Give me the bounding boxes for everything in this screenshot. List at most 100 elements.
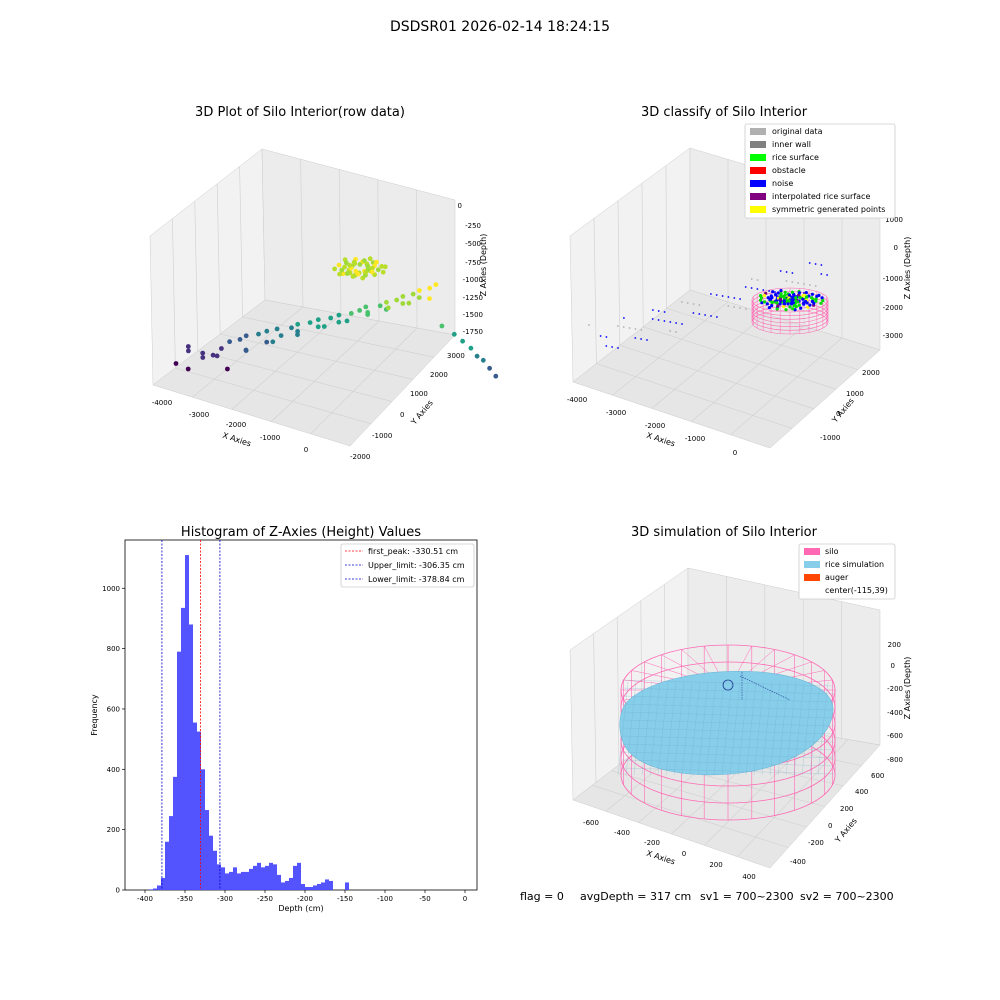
classify-point xyxy=(797,291,802,295)
sim-y-tick: 0 xyxy=(828,822,832,830)
grid-line xyxy=(666,308,859,370)
raw-point xyxy=(344,271,350,276)
histogram-bar xyxy=(217,864,221,890)
classify-point xyxy=(809,284,811,286)
classify-y-tick: -1000 xyxy=(820,434,840,442)
raw-point xyxy=(400,301,406,306)
legend-label: first_peak: -330.51 cm xyxy=(368,547,458,556)
classify-point xyxy=(779,292,783,296)
histogram-bar xyxy=(157,885,161,890)
footer-sv2: sv2 = 700~2300 xyxy=(800,890,894,903)
rice-mesh-line xyxy=(785,681,797,776)
classify-point xyxy=(784,308,788,312)
raw-point xyxy=(377,303,383,309)
raw-point xyxy=(344,318,350,324)
sim-y-ticks: -400 -200 0 200 400 600 xyxy=(790,772,884,866)
histogram-bar xyxy=(313,885,317,890)
raw-point xyxy=(321,324,327,329)
classify-point xyxy=(814,263,817,265)
classify-y-tick: 1000 xyxy=(846,390,864,398)
legend-label: silo xyxy=(825,547,839,556)
classify-x-label: X Axies xyxy=(645,431,676,449)
classify-z-label: Z Axies (Depth) xyxy=(903,237,912,300)
classify-point xyxy=(806,305,810,309)
raw-point xyxy=(427,296,432,301)
legend-swatch-auger xyxy=(804,574,820,581)
histogram-bar xyxy=(197,731,201,890)
footer-status: flag = 0 avgDepth = 317 cm sv1 = 700~230… xyxy=(520,890,894,903)
histogram-bar xyxy=(309,886,313,890)
histogram-bar xyxy=(257,862,261,890)
rice-mesh-line xyxy=(769,681,781,776)
raw-point xyxy=(384,299,389,305)
raw-point xyxy=(243,347,249,353)
classify-legend: original data inner wall rice surface ob… xyxy=(744,123,896,219)
classify-point xyxy=(785,280,788,282)
raw-point xyxy=(237,337,243,342)
classify-point xyxy=(759,296,764,300)
raw-point xyxy=(400,294,406,299)
rice-mesh-line xyxy=(745,681,757,776)
classify-point xyxy=(787,293,792,297)
raw-y-label: Y Axies xyxy=(409,398,435,427)
classify-point xyxy=(681,323,683,325)
rice-mesh-line xyxy=(625,681,637,776)
raw-point xyxy=(289,325,294,331)
rice-mesh-line xyxy=(621,751,835,759)
raw-point xyxy=(433,282,439,287)
histogram-bar xyxy=(213,850,217,890)
sim-z-tick: 0 xyxy=(891,662,895,670)
raw-point xyxy=(336,312,342,318)
classify-x-ticks: -4000 -3000 -2000 -1000 0 xyxy=(567,396,737,457)
classify-point xyxy=(605,336,608,338)
rice-mesh-line xyxy=(761,681,773,776)
raw-point xyxy=(332,266,337,272)
classify-y-ticks: -1000 0 1000 2000 xyxy=(820,369,880,442)
sim-y-tick: 200 xyxy=(840,805,853,813)
y-tick-label: 600 xyxy=(107,705,120,713)
grid-line xyxy=(593,218,597,364)
grid-line xyxy=(619,344,815,410)
raw-point xyxy=(451,331,457,337)
histogram-bar xyxy=(297,862,301,890)
raw-point xyxy=(243,333,249,339)
histogram-bar xyxy=(293,865,297,890)
histogram-y-ticks: 0 200 400 600 800 1000 xyxy=(102,585,125,895)
classify-point xyxy=(797,282,799,284)
classify-point xyxy=(768,299,770,301)
classify-point xyxy=(716,316,718,318)
raw-point xyxy=(173,361,179,366)
classify-point xyxy=(758,298,763,302)
rice-mesh-line xyxy=(621,711,835,719)
classify-point xyxy=(791,307,795,311)
classify-point xyxy=(663,320,666,322)
classify-point xyxy=(801,294,805,298)
classify-grid xyxy=(593,159,859,436)
rice-mesh-line xyxy=(673,681,685,776)
grid-line xyxy=(691,325,805,422)
raw-point xyxy=(474,353,480,359)
histogram-bar xyxy=(245,871,249,890)
classify-point xyxy=(762,289,765,291)
grid-line xyxy=(300,159,304,308)
classify-point xyxy=(756,279,759,281)
raw-point xyxy=(493,373,499,379)
raw-point xyxy=(416,295,422,300)
classify-point xyxy=(733,306,735,308)
raw-z-tick: -750 xyxy=(465,259,481,267)
raw-point xyxy=(468,345,474,351)
x-tick-label: -350 xyxy=(177,895,193,903)
classify-point xyxy=(770,296,774,300)
raw-point xyxy=(315,324,321,330)
y-tick-label: 400 xyxy=(107,766,120,774)
classify-point xyxy=(669,330,671,332)
classify-point xyxy=(715,294,718,296)
classify-point xyxy=(810,299,815,304)
grid-line xyxy=(593,633,597,783)
classify-point xyxy=(814,285,817,287)
classify-point xyxy=(771,290,775,294)
histogram-bar xyxy=(201,769,205,890)
grid-line xyxy=(338,169,342,315)
sim-z-tick: -800 xyxy=(887,756,903,764)
legend-label: Lower_limit: -378.84 cm xyxy=(368,575,465,584)
